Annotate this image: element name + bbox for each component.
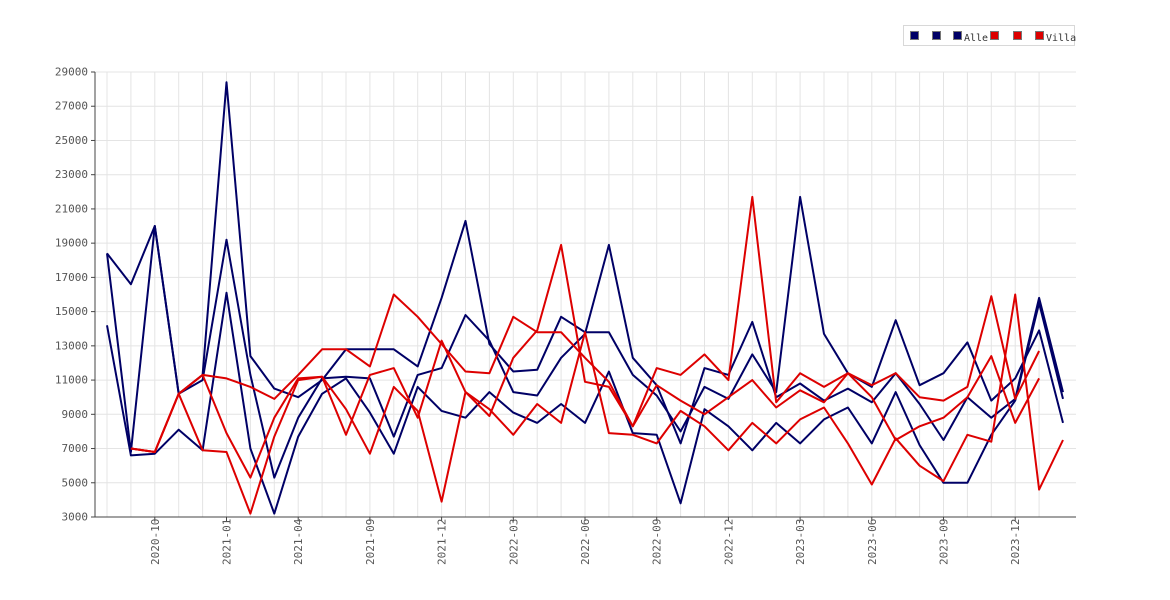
legend-swatch (1035, 31, 1044, 40)
legend-swatch (953, 31, 962, 40)
x-tick-label: 2021-12 (436, 519, 449, 565)
legend-swatch (932, 31, 941, 40)
x-tick-label: 2023-09 (938, 519, 951, 565)
series-4 (130, 293, 1064, 515)
legend-entry (990, 31, 1001, 43)
y-tick-label: 13000 (55, 339, 88, 352)
y-tick-label: 17000 (55, 271, 88, 284)
series-1 (106, 291, 1064, 515)
series-layer (106, 81, 1064, 515)
x-tick-label: 2021-04 (292, 518, 305, 565)
series-line (130, 195, 1040, 453)
y-tick-label: 25000 (55, 134, 88, 147)
y-tick-label: 9000 (62, 408, 89, 421)
legend-label: Villa (1046, 33, 1077, 44)
series-line (130, 293, 1064, 515)
x-tick-label: 2021-01 (221, 519, 234, 565)
y-tick-label: 27000 (55, 100, 88, 113)
series-5 (130, 243, 1040, 479)
y-tick-label: 21000 (55, 202, 88, 215)
x-tick-label: 2023-03 (794, 519, 807, 565)
legend-entry: Alle (953, 31, 989, 44)
legend: Alle Villa (903, 25, 1077, 46)
legend-swatch (910, 31, 919, 40)
x-tick-label: 2023-06 (866, 519, 879, 565)
legend-swatch (1013, 31, 1022, 40)
legend-entry (932, 31, 943, 43)
x-tick-label: 2020-10 (149, 519, 162, 565)
legend-entry: Villa (1035, 31, 1077, 44)
series-line (130, 243, 1040, 479)
y-axis-ticks: 3000 5000 7000 9000 11000 13000 15000 17000 1900… (55, 66, 95, 524)
x-tick-label: 2022-09 (651, 519, 664, 565)
grid (95, 71, 1076, 518)
x-tick-label: 2023-12 (1009, 519, 1022, 565)
x-tick-label: 2022-03 (507, 519, 520, 565)
legend-entry (1013, 31, 1024, 43)
legend-label: Alle (964, 33, 989, 44)
y-tick-label: 29000 (55, 66, 88, 79)
x-axis-ticks: 2020-10 2021-01 2021-04 2021-09 2021-12 2022-… (149, 517, 1022, 565)
y-tick-label: 11000 (55, 374, 88, 387)
x-tick-label: 2021-09 (364, 519, 377, 565)
y-tick-label: 3000 (62, 511, 89, 524)
y-tick-label: 15000 (55, 305, 88, 318)
y-tick-label: 23000 (55, 168, 88, 181)
y-tick-label: 19000 (55, 237, 88, 250)
y-tick-label: 5000 (62, 476, 89, 489)
legend-swatch (990, 31, 999, 40)
series-line (106, 291, 1064, 515)
legend-entry (910, 31, 921, 43)
x-tick-label: 2022-06 (579, 519, 592, 565)
y-tick-label: 7000 (62, 442, 89, 455)
x-tick-label: 2022-12 (722, 519, 735, 565)
series-6 (130, 195, 1040, 453)
